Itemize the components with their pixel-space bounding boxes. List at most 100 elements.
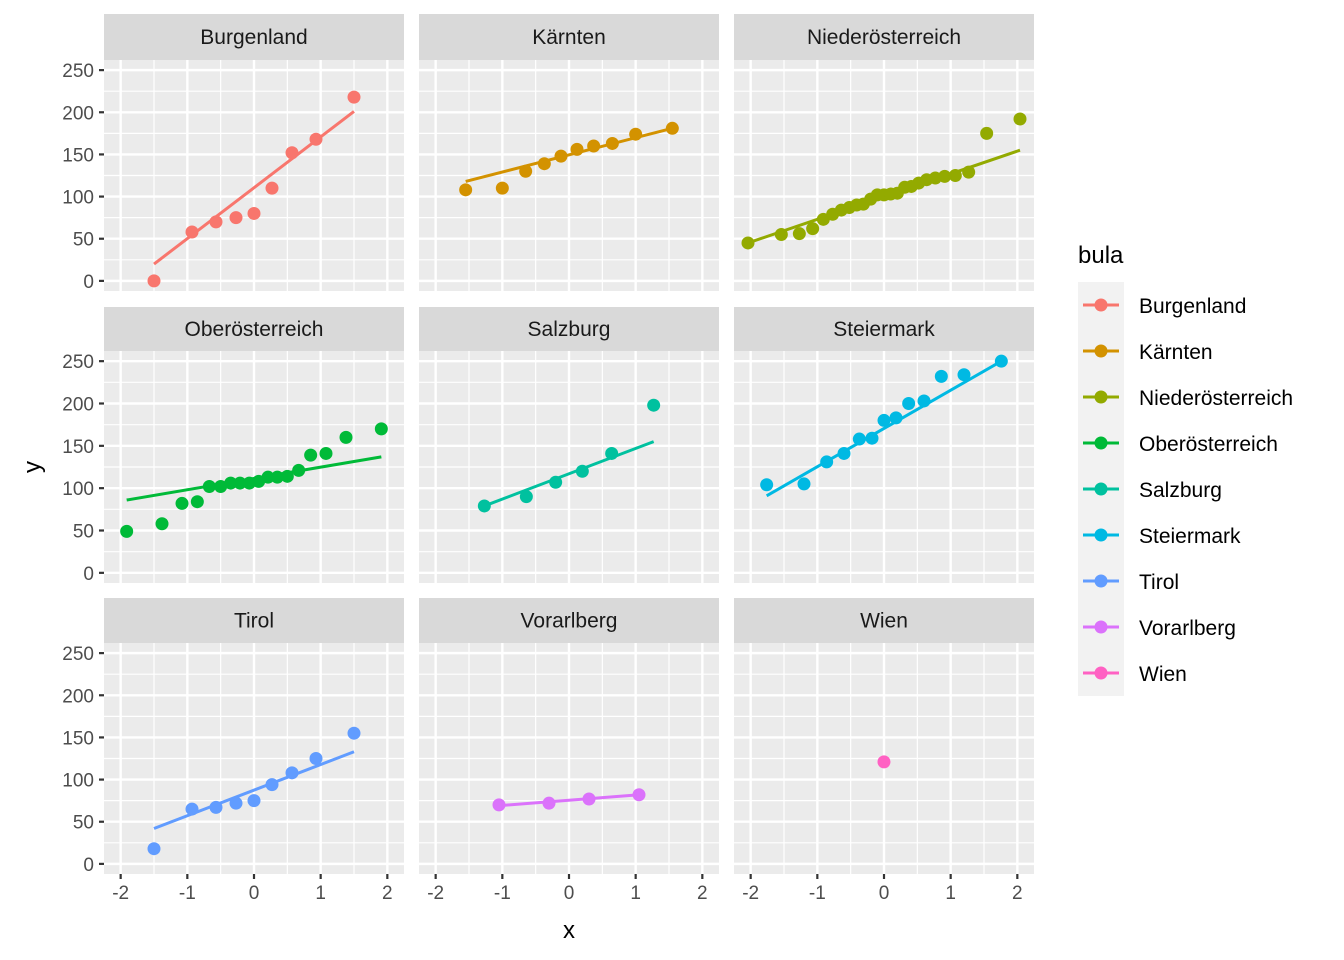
legend-point-swatch (1094, 666, 1108, 680)
x-tick-label: 2 (382, 883, 393, 904)
legend-item-niederösterreich: Niederösterreich (1083, 387, 1293, 410)
y-tick-label: 100 (62, 479, 94, 500)
facet-strip (734, 14, 1034, 60)
data-point (575, 464, 589, 478)
facet-strip (104, 14, 404, 60)
data-point (190, 495, 204, 509)
legend-item-tirol: Tirol (1083, 571, 1179, 594)
data-point (477, 499, 491, 513)
data-point (902, 396, 916, 410)
data-point (542, 796, 556, 810)
data-point (209, 800, 223, 814)
data-point (519, 490, 533, 504)
regression-line (153, 750, 355, 830)
data-point (792, 227, 806, 241)
gridlines (419, 351, 719, 583)
legend-item-vorarlberg: Vorarlberg (1083, 617, 1236, 640)
data-point (209, 215, 223, 229)
y-tick-label: 200 (62, 394, 94, 415)
legend-point-swatch (1094, 482, 1108, 496)
data-point (865, 431, 879, 445)
facet-strip-label: Vorarlberg (521, 610, 618, 633)
y-tick-label: 50 (73, 522, 94, 543)
data-point (647, 398, 661, 412)
legend-label: Vorarlberg (1139, 617, 1236, 640)
y-tick-label: 0 (83, 564, 94, 585)
data-point (339, 430, 353, 444)
data-point (570, 142, 584, 156)
data-point (962, 165, 976, 179)
facet-strip (104, 598, 404, 643)
facet-burgenland: Burgenland (104, 14, 404, 291)
y-tick-label: 100 (62, 771, 94, 792)
data-point (304, 448, 318, 462)
facet-strip (734, 598, 1034, 643)
x-tick-label: 1 (945, 883, 956, 904)
data-point (261, 470, 275, 484)
y-axes: 0 50 100 150 200 250 0 50 100 150 200 250 0 50 100 150 2… (62, 61, 104, 876)
x-axis-title: x (563, 917, 575, 944)
data-point (229, 796, 243, 810)
y-tick-label: 200 (62, 686, 94, 707)
data-point (582, 792, 596, 806)
y-tick-label: 0 (83, 272, 94, 293)
x-tick-label: 1 (630, 883, 641, 904)
gridlines (104, 643, 404, 874)
legend-item-burgenland: Burgenland (1083, 295, 1246, 318)
x-tick-label: 2 (1012, 883, 1023, 904)
data-point (877, 413, 891, 427)
data-point (889, 411, 903, 425)
gridlines (419, 643, 719, 874)
data-point (309, 752, 323, 765)
data-point (280, 469, 294, 483)
y-tick-label: 50 (73, 813, 94, 834)
data-point (852, 432, 866, 446)
data-point (265, 778, 279, 792)
x-tick-label: -1 (809, 883, 826, 904)
facet-strip (104, 307, 404, 351)
y-tick-label: 250 (62, 644, 94, 665)
data-point (774, 228, 788, 242)
legend-label: Salzburg (1139, 479, 1222, 502)
data-point (202, 479, 216, 493)
legend-point-swatch (1094, 528, 1108, 542)
x-tick-label: 1 (315, 883, 326, 904)
y-tick-label: 50 (73, 230, 94, 251)
data-point (309, 132, 323, 146)
data-point (554, 149, 568, 163)
data-point (347, 90, 361, 104)
regression-line (483, 440, 655, 508)
legend-label: Niederösterreich (1139, 387, 1293, 410)
regression-line (765, 359, 1003, 498)
data-point (994, 354, 1008, 368)
data-point (605, 136, 619, 150)
legend-item-oberösterreich: Oberösterreich (1083, 433, 1278, 456)
legend-label: Burgenland (1139, 295, 1246, 318)
x-tick-label: 0 (564, 883, 575, 904)
facet-strip-label: Salzburg (528, 318, 611, 341)
data-point (629, 127, 643, 141)
data-point (549, 475, 563, 489)
facet-strip-label: Niederösterreich (807, 26, 961, 49)
x-tick-label: -1 (179, 883, 196, 904)
facet-strip-label: Kärnten (532, 26, 606, 49)
facet-wien: Wien (734, 598, 1034, 874)
legend-label: Steiermark (1139, 525, 1241, 548)
facet-oberösterreich: Oberösterreich (104, 307, 404, 583)
facet-strip (419, 598, 719, 643)
data-point (285, 146, 299, 160)
data-point (537, 157, 551, 171)
data-point (292, 463, 306, 477)
data-point (741, 236, 755, 250)
data-point (665, 121, 679, 135)
facet-strip-label: Oberösterreich (185, 318, 324, 341)
regression-line (498, 793, 640, 808)
legend-point-swatch (1094, 436, 1108, 450)
data-point (760, 478, 774, 492)
x-tick-label: 0 (249, 883, 260, 904)
facet-strip-label: Wien (860, 610, 908, 633)
data-point (319, 446, 333, 460)
data-point (155, 517, 169, 531)
x-axes: -2 -1 0 1 2 -2 -1 0 1 2 -2 -1 0 1 2 (112, 874, 1023, 904)
